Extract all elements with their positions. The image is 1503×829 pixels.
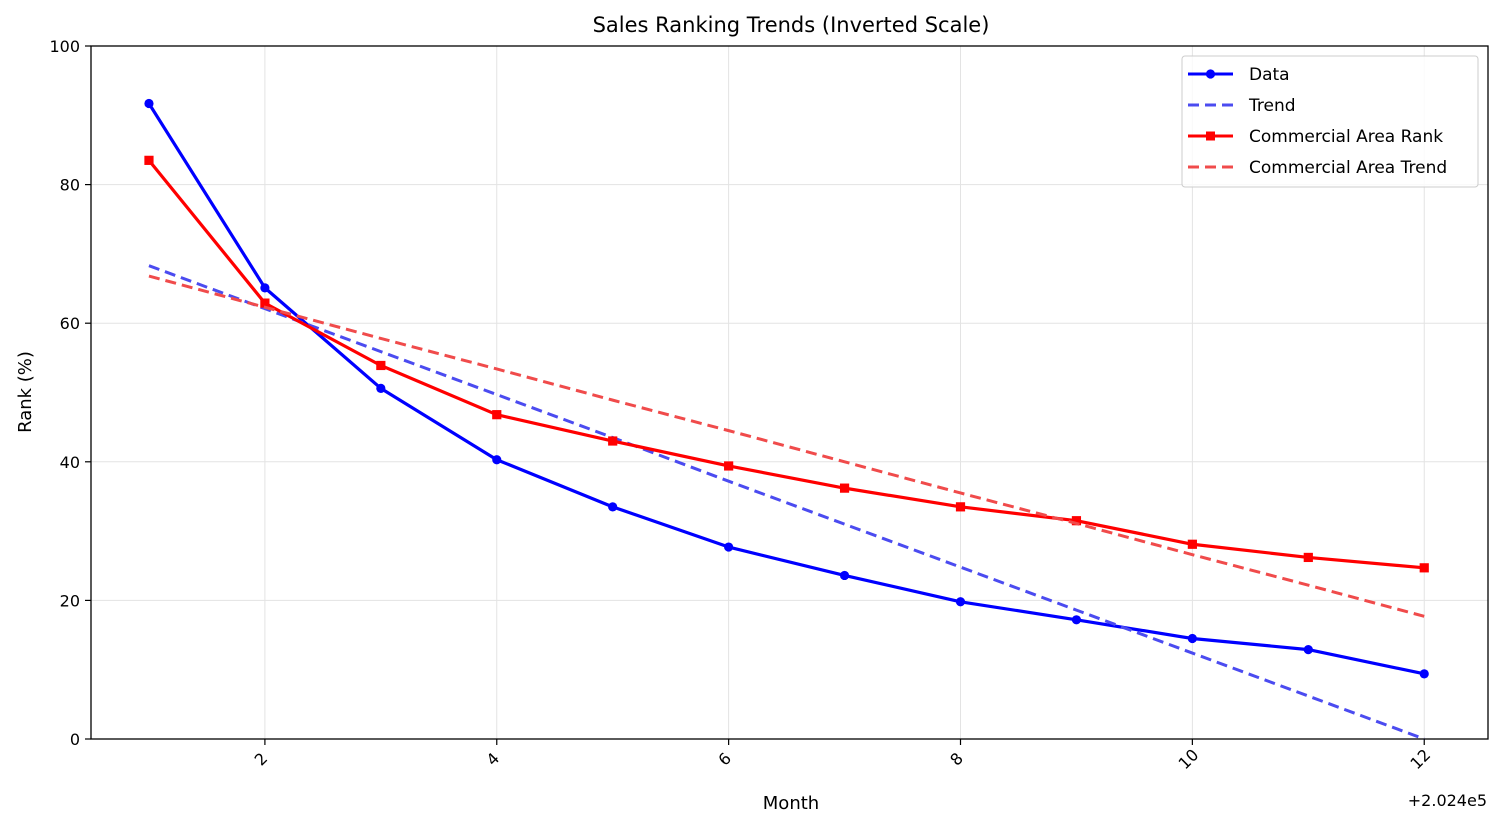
series-commercial-area-trend [148, 274, 1425, 618]
series-line-commercial-area-trend [148, 274, 1425, 618]
data-point [376, 360, 386, 371]
data-point [955, 597, 966, 607]
data-point [1187, 539, 1197, 549]
x-axis-ticks: 2 4 6 8 10 12 [251, 739, 1434, 773]
data-point [1419, 669, 1429, 679]
y-tick-label: 60 [60, 314, 80, 333]
legend-marker [1205, 69, 1216, 79]
data-point [608, 436, 618, 446]
data-point [839, 570, 850, 581]
data-point [839, 483, 850, 493]
series-line-commercial-area-rank [147, 159, 1425, 570]
legend-item-commercial-area-trend: Commercial Area Trend [1188, 158, 1447, 178]
data-point [260, 283, 270, 293]
y-tick-label: 100 [49, 37, 80, 56]
data-point [492, 455, 502, 465]
y-tick-label: 0 [70, 730, 80, 749]
data-point [144, 98, 154, 109]
y-axis-label: Rank (%) [15, 351, 36, 433]
data-point [608, 502, 618, 512]
x-tick-label: 8 [946, 749, 967, 770]
chart-title: Sales Ranking Trends (Inverted Scale) [593, 13, 990, 37]
series-trend [148, 264, 1425, 741]
data-point [724, 542, 734, 552]
y-tick-label: 20 [60, 591, 80, 610]
data-point [955, 502, 966, 512]
legend-item-commercial-area-rank: Commercial Area Rank [1188, 127, 1443, 147]
legend-label: Commercial Area Rank [1249, 127, 1443, 147]
data-point [376, 383, 386, 393]
series-data [144, 98, 1429, 679]
x-tick-label: 6 [714, 749, 735, 770]
y-tick-label: 80 [60, 176, 80, 195]
data-point [144, 155, 154, 165]
series-line-trend [148, 264, 1425, 741]
data-point [1303, 645, 1313, 655]
plot-area-frame [90, 45, 1489, 740]
y-axis-ticks: 0 20 40 60 80 100 [49, 37, 91, 749]
series-commercial-area-rank [144, 155, 1429, 573]
legend-marker [1206, 131, 1215, 141]
x-axis-offset-label: +2.024e5 [1408, 791, 1487, 810]
data-point [260, 298, 270, 308]
data-point [1071, 516, 1082, 526]
legend-frame [1181, 55, 1479, 188]
data-point [1303, 552, 1313, 563]
legend-item-trend: Trend [1188, 96, 1296, 116]
series-group [144, 98, 1429, 741]
y-tick-label: 40 [60, 453, 80, 472]
data-point [724, 461, 734, 471]
series-line-data [147, 102, 1425, 676]
x-tick-label: 10 [1175, 745, 1203, 773]
data-point [1071, 615, 1082, 625]
legend-label: Commercial Area Trend [1249, 158, 1447, 178]
legend-label: Data [1249, 65, 1290, 85]
data-point [492, 410, 502, 420]
x-tick-label: 2 [251, 749, 272, 770]
x-axis-label: Month [763, 793, 819, 814]
legend-item-data: Data [1188, 65, 1290, 85]
data-point [1187, 633, 1197, 644]
x-tick-label: 12 [1406, 745, 1434, 773]
legend: Data Trend Commercial Area Rank Commercial … [1181, 55, 1479, 188]
legend-label: Trend [1248, 96, 1296, 116]
data-point [1419, 563, 1429, 573]
x-tick-label: 4 [483, 749, 504, 770]
